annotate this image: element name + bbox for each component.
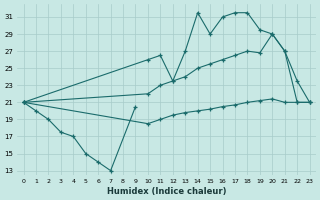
X-axis label: Humidex (Indice chaleur): Humidex (Indice chaleur) [107,187,226,196]
